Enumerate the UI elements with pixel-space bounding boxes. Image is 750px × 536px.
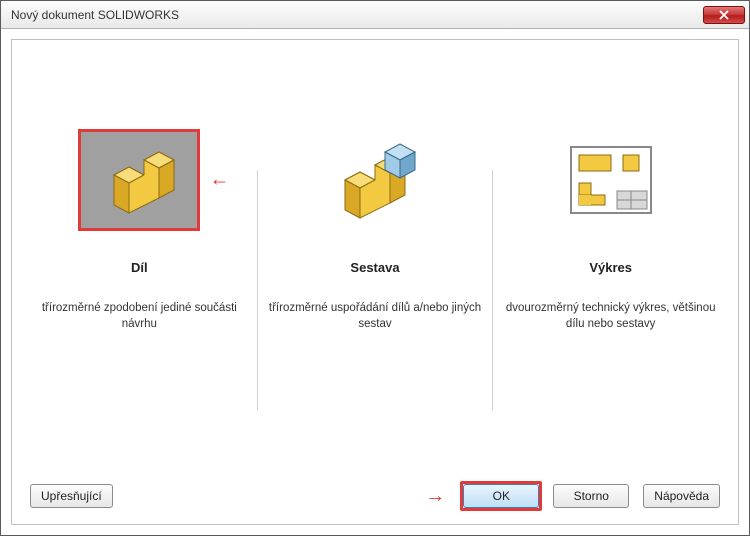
- part-icon: [94, 140, 184, 220]
- ok-arrow-icon: →: [425, 485, 445, 508]
- dialog-content: ← Díl třírozměrné zpodobení jediné součá…: [11, 39, 739, 525]
- drawing-icon: [569, 145, 653, 215]
- close-button[interactable]: [703, 6, 745, 24]
- close-icon: [719, 10, 729, 20]
- drawing-title: Výkres: [503, 260, 718, 275]
- titlebar: Nový dokument SOLIDWORKS: [1, 1, 749, 29]
- option-part[interactable]: ← Díl třírozměrné zpodobení jediné součá…: [22, 130, 257, 472]
- assembly-title: Sestava: [268, 260, 483, 275]
- assembly-icon-wrap: [315, 130, 435, 230]
- cancel-button[interactable]: Storno: [553, 484, 629, 508]
- advanced-button[interactable]: Upřesňující: [30, 484, 113, 508]
- ok-button[interactable]: OK: [463, 484, 539, 508]
- option-assembly[interactable]: Sestava třírozměrné uspořádání dílů a/ne…: [258, 130, 493, 472]
- selection-arrow-icon: ←: [209, 169, 229, 192]
- options-row: ← Díl třírozměrné zpodobení jediné součá…: [12, 40, 738, 472]
- drawing-desc: dvourozměrný technický výkres, většinou …: [503, 301, 718, 332]
- part-icon-wrap: ←: [79, 130, 199, 230]
- part-title: Díl: [32, 260, 247, 275]
- drawing-icon-wrap: [551, 130, 671, 230]
- part-desc: třírozměrné zpodobení jediné součásti ná…: [32, 301, 247, 332]
- option-drawing[interactable]: Výkres dvourozměrný technický výkres, vě…: [493, 130, 728, 472]
- button-row: Upřesňující → OK Storno Nápověda: [12, 472, 738, 524]
- dialog-window: Nový dokument SOLIDWORKS: [0, 0, 750, 536]
- ok-highlight-wrap: OK: [463, 484, 539, 508]
- assembly-icon: [330, 140, 420, 220]
- assembly-desc: třírozměrné uspořádání dílů a/nebo jinýc…: [268, 301, 483, 332]
- window-title: Nový dokument SOLIDWORKS: [11, 8, 179, 22]
- help-button[interactable]: Nápověda: [643, 484, 720, 508]
